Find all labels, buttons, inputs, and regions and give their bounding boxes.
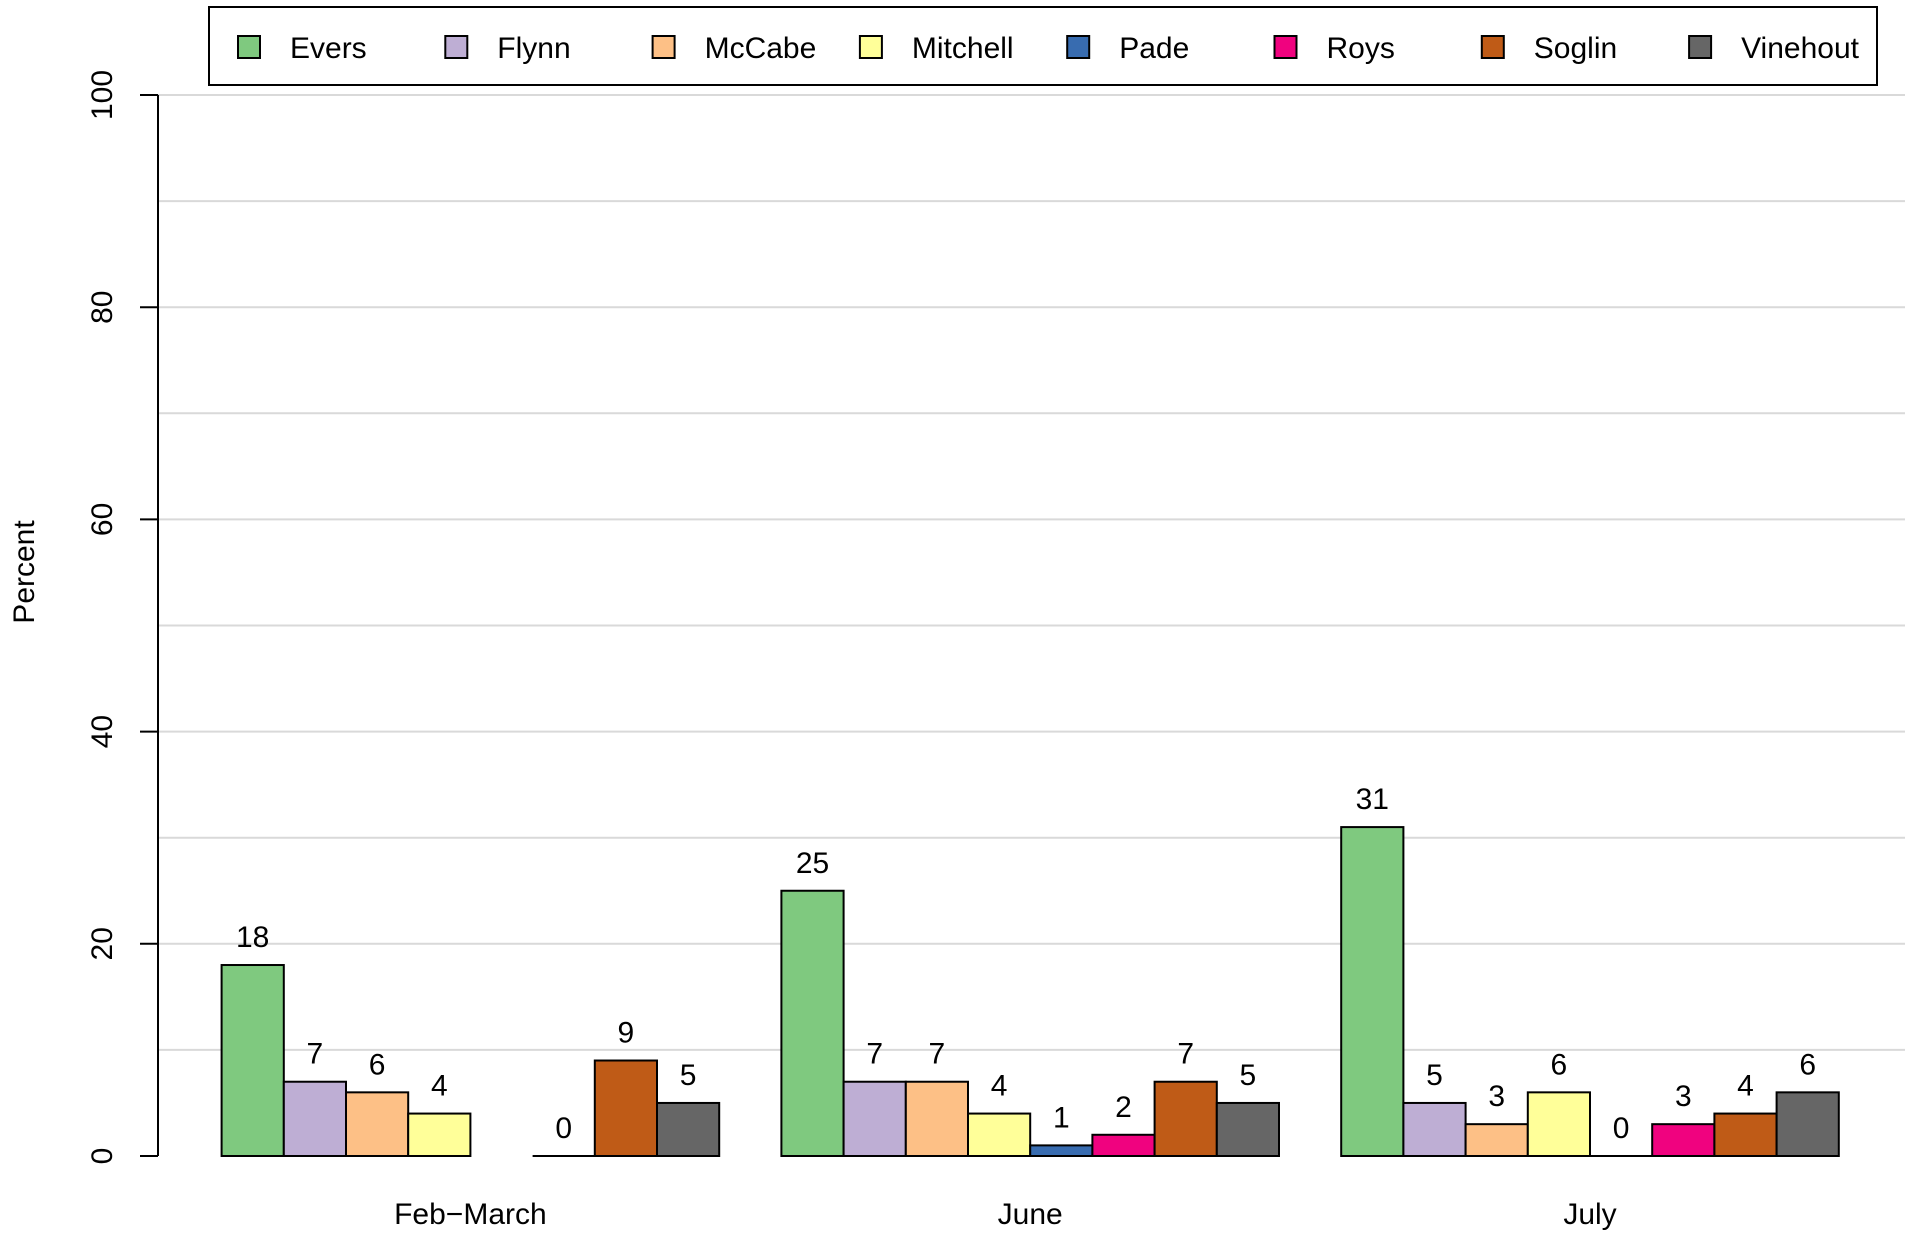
bar-roys xyxy=(1091,1133,1156,1158)
data-label: 1 xyxy=(1053,1101,1070,1134)
data-label: 3 xyxy=(1488,1080,1505,1113)
gridlines xyxy=(158,94,1905,1051)
bar-flynn xyxy=(282,1080,347,1157)
y-tick-label: 100 xyxy=(86,70,119,120)
bar-mitchell xyxy=(1526,1091,1592,1157)
legend-label-roys: Roys xyxy=(1327,32,1395,65)
data-label: 5 xyxy=(680,1059,697,1092)
data-labels: 18 7 6 4 0 9 5 25 7 7 4 1 2 7 5 31 5 3 6 0 3 4 6 xyxy=(236,783,1816,1145)
data-label: 4 xyxy=(431,1070,448,1103)
category-label: June xyxy=(998,1198,1063,1230)
y-axis-title: Percent xyxy=(8,520,41,624)
y-tick-label: 60 xyxy=(86,503,119,536)
data-label: 9 xyxy=(618,1017,635,1050)
data-label: 5 xyxy=(1426,1059,1443,1092)
bar-evers xyxy=(780,889,845,1157)
data-label: 6 xyxy=(369,1048,386,1081)
bar-mccabe xyxy=(345,1091,410,1157)
bar-vinehout xyxy=(1775,1091,1840,1157)
data-label: 31 xyxy=(1356,783,1389,816)
category-label: July xyxy=(1563,1198,1616,1230)
y-tick-label: 0 xyxy=(86,1148,119,1165)
legend-swatch-evers xyxy=(237,35,261,59)
legend-swatch-vinehout xyxy=(1688,35,1713,59)
bar-mccabe xyxy=(904,1080,969,1157)
bar-pade xyxy=(1029,1144,1094,1158)
data-label: 7 xyxy=(866,1038,883,1071)
data-label: 0 xyxy=(555,1112,572,1145)
legend-swatch-mitchell xyxy=(858,35,883,59)
legend-swatch-soglin xyxy=(1480,35,1505,59)
data-label: 18 xyxy=(236,921,269,954)
bar-flynn xyxy=(1402,1101,1467,1157)
bar-mitchell xyxy=(967,1112,1032,1158)
bar-mitchell xyxy=(407,1112,472,1158)
y-tick-label: 80 xyxy=(86,291,119,324)
legend-label-soglin: Soglin xyxy=(1534,32,1617,65)
legend-label-pade: Pade xyxy=(1119,32,1189,65)
bar-roys xyxy=(1651,1123,1716,1158)
y-tick-label: 40 xyxy=(86,715,119,748)
bar-soglin xyxy=(1153,1080,1218,1157)
legend-swatch-flynn xyxy=(444,35,469,59)
y-axis: 0 20 40 60 80 100 xyxy=(86,70,159,1165)
y-tick-label: 20 xyxy=(86,927,119,960)
bar-soglin xyxy=(593,1059,658,1158)
legend-label-mccabe: McCabe xyxy=(705,32,817,65)
bar-mccabe xyxy=(1464,1123,1529,1158)
bar-soglin xyxy=(1713,1112,1778,1158)
data-label: 4 xyxy=(1737,1070,1754,1103)
legend: Evers Flynn McCabe Mitchell Pade Roys Soglin Vi… xyxy=(208,6,1878,86)
data-label: 3 xyxy=(1675,1080,1692,1113)
data-label: 5 xyxy=(1240,1059,1257,1092)
legend-label-flynn: Flynn xyxy=(497,32,570,65)
data-label: 4 xyxy=(991,1070,1008,1103)
data-label: 7 xyxy=(929,1038,946,1071)
data-label: 6 xyxy=(1799,1048,1816,1081)
bars xyxy=(220,826,1840,1158)
legend-label-mitchell: Mitchell xyxy=(912,32,1014,65)
bar-vinehout xyxy=(656,1101,721,1157)
legend-box xyxy=(208,6,1878,86)
data-label: 6 xyxy=(1551,1048,1568,1081)
data-label: 7 xyxy=(307,1038,324,1071)
bar-flynn xyxy=(842,1080,907,1157)
bar-evers xyxy=(220,964,285,1158)
data-label: 7 xyxy=(1177,1038,1194,1071)
data-label: 25 xyxy=(796,847,829,880)
legend-swatch-roys xyxy=(1273,35,1298,59)
bar-vinehout xyxy=(1215,1101,1281,1157)
legend-label-vinehout: Vinehout xyxy=(1741,32,1860,65)
legend-swatch-mccabe xyxy=(651,35,676,59)
data-label: 0 xyxy=(1613,1112,1630,1145)
legend-label-evers: Evers xyxy=(290,32,367,65)
legend-swatch-pade xyxy=(1066,35,1091,59)
x-axis-categories: Feb−March June July xyxy=(394,1198,1617,1231)
category-label: Feb−March xyxy=(394,1198,547,1230)
bar-evers xyxy=(1340,826,1405,1158)
data-label: 2 xyxy=(1115,1091,1132,1124)
